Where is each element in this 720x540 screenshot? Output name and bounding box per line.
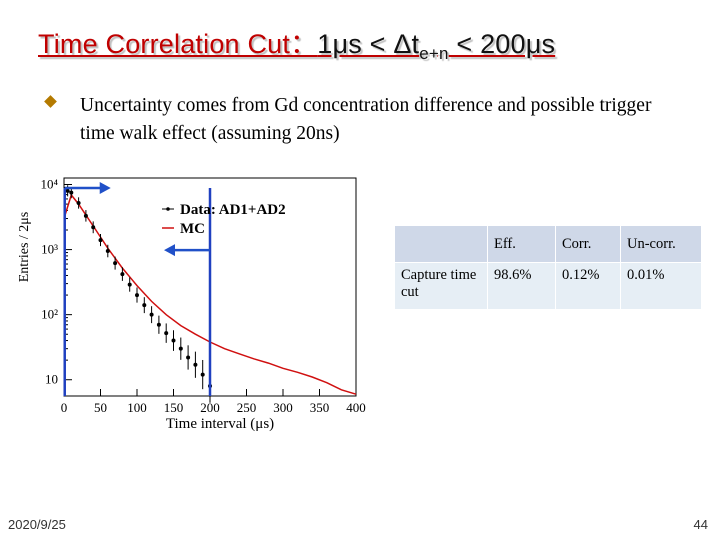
title-prefix: Time Correlation Cut：	[38, 29, 318, 59]
data-marker	[127, 282, 132, 287]
data-point	[164, 323, 169, 343]
data-series	[65, 185, 212, 403]
x-tick-label: 300	[273, 400, 293, 415]
data-point	[105, 244, 110, 258]
data-marker	[113, 261, 118, 266]
table-header-row: Eff. Corr. Un-corr.	[394, 225, 702, 263]
data-marker	[171, 338, 176, 343]
data-marker	[142, 303, 147, 308]
x-tick-label: 100	[127, 400, 147, 415]
x-axis-label: Time interval (μs)	[166, 416, 274, 432]
table-cell: 98.6%	[487, 262, 556, 310]
title-range-start: 1μs < Δt	[317, 29, 420, 59]
data-point	[113, 256, 118, 270]
slide-title: Time Correlation Cut：1μs < Δte+n < 200μs	[38, 22, 698, 63]
time-interval-chart: 0 50 100 150 200 250 300 350 400 10 10² 10³ 10⁴ Time …	[17, 177, 366, 432]
diamond-bullet-icon	[44, 95, 57, 108]
y-tick-label: 10	[45, 372, 58, 387]
y-tick-label: 10²	[41, 307, 58, 322]
bullet-text: Uncertainty comes from Gd concentration …	[80, 95, 652, 144]
x-tick-label: 350	[310, 400, 330, 415]
data-point	[200, 359, 205, 390]
chart-legend: Data: AD1+AD2 MC	[162, 202, 286, 237]
footer-date: 2020/9/25	[8, 517, 66, 532]
data-point	[171, 330, 176, 351]
right-arrowhead	[99, 182, 111, 194]
x-tick-label: 250	[237, 400, 257, 415]
title-range-end: < 200μs	[448, 29, 556, 59]
x-tick-label: 200	[200, 400, 220, 415]
data-point	[91, 221, 96, 234]
data-marker	[193, 362, 198, 367]
data-marker	[98, 238, 103, 243]
table-row: Capture time cut 98.6% 0.12% 0.01%	[394, 262, 702, 310]
data-point	[149, 306, 154, 324]
data-marker	[83, 213, 88, 218]
data-point	[135, 287, 139, 303]
legend-data-label: Data: AD1+AD2	[180, 202, 286, 218]
data-point	[142, 297, 147, 314]
table-header-cell: Un-corr.	[620, 225, 702, 263]
data-point	[193, 351, 198, 378]
cut-lines	[63, 182, 212, 396]
x-tick-label: 50	[94, 400, 107, 415]
title-subscript: e+n	[419, 44, 449, 63]
y-axis-label: Entries / 2μs	[17, 212, 32, 283]
x-tick-label: 150	[164, 400, 184, 415]
table-cell: 0.01%	[620, 262, 702, 310]
data-marker	[156, 322, 161, 327]
data-marker	[91, 225, 96, 230]
data-marker	[76, 200, 81, 205]
data-marker	[135, 293, 139, 298]
efficiency-table: Eff. Corr. Un-corr. Capture time cut 98.…	[394, 225, 702, 310]
x-tick-label: 0	[61, 400, 68, 415]
legend-data-marker	[166, 207, 170, 211]
data-point	[83, 210, 88, 222]
y-tick-label: 10³	[41, 242, 58, 257]
table-header-cell: Corr.	[555, 225, 621, 263]
data-marker	[69, 190, 74, 195]
y-tick-label: 10⁴	[40, 177, 58, 192]
data-marker	[149, 312, 154, 317]
table-cell: 0.12%	[555, 262, 621, 310]
data-point	[186, 345, 191, 370]
data-point	[127, 277, 132, 292]
table-header-cell	[394, 225, 488, 263]
page-number: 44	[693, 517, 708, 532]
data-marker	[120, 272, 125, 277]
data-point	[156, 315, 161, 334]
x-tick-label: 400	[346, 400, 366, 415]
table-header-cell: Eff.	[487, 225, 556, 263]
table-row-label: Capture time cut	[394, 262, 488, 310]
data-marker	[178, 346, 183, 351]
data-marker	[164, 331, 169, 336]
data-marker	[200, 372, 205, 377]
data-point	[76, 197, 81, 209]
data-point	[98, 233, 103, 247]
chart-axes: 0 50 100 150 200 250 300 350 400 10 10² 10³ 10⁴ Time …	[17, 177, 366, 432]
data-marker	[65, 188, 70, 193]
data-point	[178, 337, 183, 360]
legend-mc-label: MC	[180, 221, 205, 237]
data-marker	[105, 249, 110, 254]
data-marker	[186, 355, 191, 360]
data-point	[120, 267, 125, 281]
left-arrowhead	[164, 244, 175, 257]
title-range: 1μs < Δte+n < 200μs	[317, 29, 556, 63]
